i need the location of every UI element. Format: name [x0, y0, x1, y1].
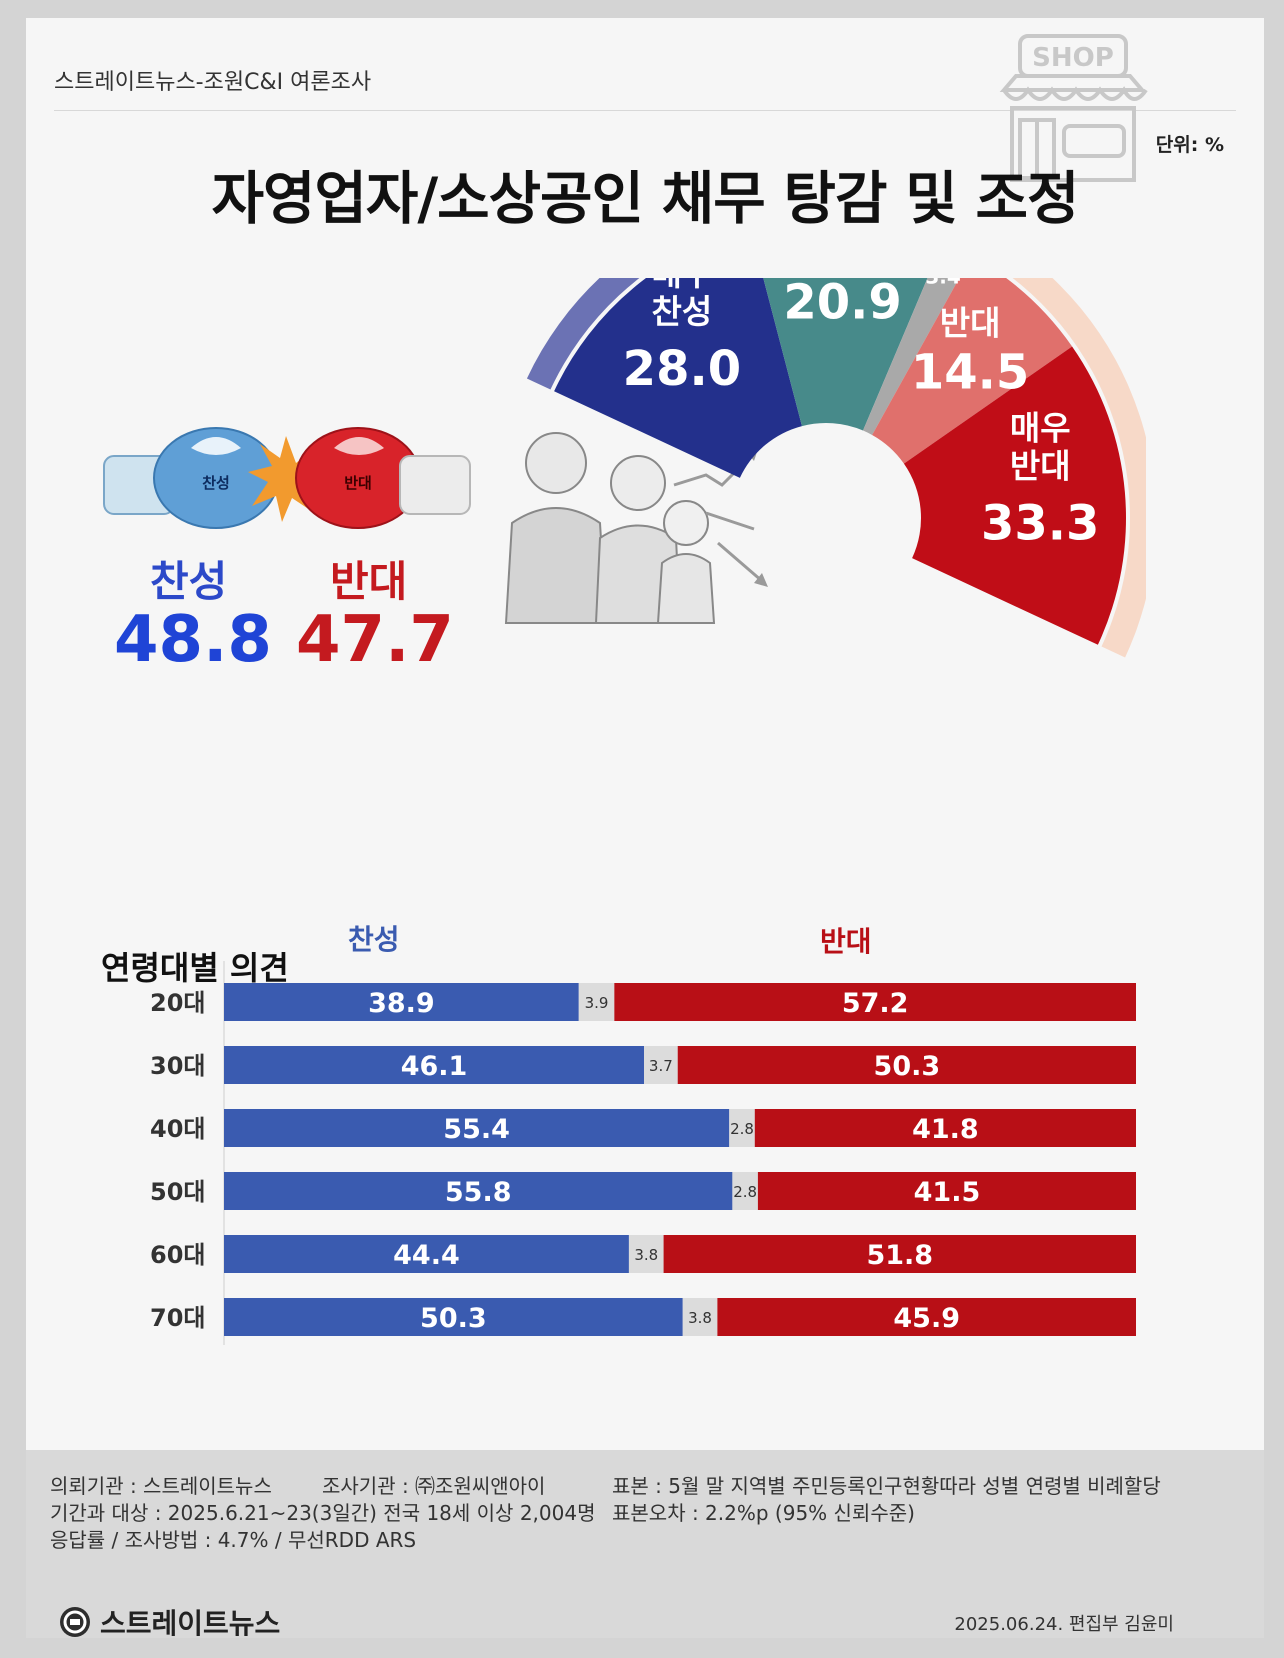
bar-value-oppose: 41.8: [912, 1114, 979, 1145]
bar-value-unknown: 3.8: [634, 1246, 658, 1264]
bar-category-label: 60대: [150, 1241, 205, 1269]
donut-label-strong-approve: 매우: [652, 278, 713, 293]
oppose-group-arc: [1012, 278, 1146, 658]
footer-error: 표본오차 : 2.2%p (95% 신뢰수준): [612, 1501, 915, 1525]
bar-segment-oppose: [717, 1298, 1136, 1336]
bar-category-label: 30대: [150, 1052, 205, 1080]
survey-footer: 의뢰기관 : 스트레이트뉴스 조사기관 : ㈜조원씨앤아이 표본 : 5월 말 …: [26, 1450, 1264, 1640]
bar-value-oppose: 50.3: [874, 1051, 941, 1082]
header-divider: [54, 110, 1236, 111]
bar-category-label: 70대: [150, 1304, 205, 1332]
bar-category-label: 40대: [150, 1115, 205, 1143]
bar-value-unknown: 3.8: [688, 1309, 712, 1327]
approve-summary-value: 48.8: [114, 603, 272, 677]
boxing-gloves-illustration: 찬성 반대: [103, 427, 471, 529]
footer-period: 기간과 대상 : 2025.6.21~23(3일간) 전국 18세 이상 2,0…: [50, 1501, 596, 1525]
donut-slice-strong-approve: [554, 278, 802, 478]
bar-value-oppose: 45.9: [893, 1303, 960, 1334]
bar-segment-unknown: [628, 1235, 664, 1273]
bar-segment-approve: [224, 983, 579, 1021]
unit-label: 단위: %: [1155, 134, 1224, 156]
bar-segment-oppose: [663, 1235, 1136, 1273]
donut-label2-strong-oppose: 반대: [1010, 446, 1071, 485]
age-chart-approve-header: 찬성: [348, 923, 400, 956]
age-chart-oppose-header: 반대: [820, 925, 872, 958]
blue-glove-icon: 찬성: [103, 427, 279, 529]
bar-category-label: 20대: [150, 989, 205, 1017]
footer-client: 의뢰기관 : 스트레이트뉴스: [50, 1474, 272, 1498]
donut-label-oppose: 반대: [940, 303, 1001, 342]
donut-slice-approve: [763, 278, 928, 431]
survey-source: 스트레이트뉴스-조원C&I 여론조사: [54, 70, 372, 95]
footer-agency: 조사기관 : ㈜조원씨앤아이: [322, 1474, 546, 1498]
bar-value-approve: 44.4: [393, 1240, 460, 1271]
bar-value-unknown: 3.9: [585, 994, 609, 1012]
donut-label2-strong-approve: 찬성: [652, 292, 713, 331]
bar-segment-unknown: [682, 1298, 718, 1336]
donut-label-strong-oppose: 매우: [1010, 408, 1071, 447]
oppose-summary-value: 47.7: [296, 603, 454, 677]
infographic-card: 스트레이트뉴스-조원C&I 여론조사 SHOP 단위: % 자영업자/소상공인 …: [26, 18, 1264, 1640]
oppose-summary-label: 반대: [330, 557, 408, 606]
bar-segment-oppose: [614, 983, 1136, 1021]
bar-segment-unknown: [732, 1172, 758, 1210]
blue-glove-text: 찬성: [202, 474, 230, 492]
bar-segment-unknown: [644, 1046, 678, 1084]
bar-segment-oppose: [677, 1046, 1136, 1084]
bar-segment-approve: [224, 1298, 683, 1336]
bar-value-approve: 38.9: [368, 988, 435, 1019]
approve-summary-label: 찬성: [150, 557, 228, 606]
donut-value-strong-oppose: 33.3: [981, 495, 1099, 551]
bar-segment-approve: [224, 1046, 645, 1084]
bar-value-oppose: 51.8: [866, 1240, 933, 1271]
red-glove-icon: 반대: [295, 427, 471, 529]
bar-segment-approve: [224, 1235, 629, 1273]
donut-slice-strong-oppose: [903, 346, 1126, 645]
shop-icon-label: SHOP: [1032, 43, 1114, 73]
bar-segment-unknown: [729, 1109, 755, 1147]
bar-segment-approve: [224, 1172, 733, 1210]
straightnews-logo: 스트레이트뉴스: [58, 1602, 280, 1642]
bar-segment-approve: [224, 1109, 730, 1147]
age-chart-title: 연령대별 의견: [101, 949, 289, 987]
donut-value-unknown: 3.4: [925, 278, 960, 288]
approve-group-arc: [526, 278, 640, 390]
donut-value-approve: 20.9: [783, 278, 901, 331]
shop-icon: SHOP: [999, 34, 1148, 182]
bar-category-label: 50대: [150, 1178, 205, 1206]
donut-slice-oppose: [872, 278, 1073, 464]
publish-date: 2025.06.24. 편집부 김윤미: [954, 1614, 1174, 1635]
donut-slice-unknown: [863, 278, 960, 435]
logo-mark-icon: [60, 1607, 90, 1637]
donut-value-oppose: 14.5: [911, 344, 1029, 400]
bar-value-approve: 55.8: [445, 1177, 512, 1208]
family-illustration: [504, 432, 768, 624]
bar-value-oppose: 41.5: [914, 1177, 981, 1208]
donut-value-strong-approve: 28.0: [623, 341, 741, 397]
bar-value-unknown: 2.8: [730, 1120, 754, 1138]
red-glove-text: 반대: [344, 474, 372, 492]
age-stacked-bar-chart: 20대 38.9 3.9 57.2 30대 46.1 3.7 50.3 40대 55.4 2.8 41…: [150, 961, 1136, 1345]
bar-value-approve: 46.1: [401, 1051, 468, 1082]
bar-value-approve: 55.4: [443, 1114, 510, 1145]
main-title: 자영업자/소상공인 채무 탕감 및 조정: [211, 166, 1080, 232]
bar-value-unknown: 2.8: [733, 1183, 757, 1201]
bar-value-oppose: 57.2: [842, 988, 909, 1019]
bar-segment-oppose: [754, 1109, 1136, 1147]
bar-value-approve: 50.3: [420, 1303, 487, 1334]
footer-sample: 표본 : 5월 말 지역별 주민등록인구현황따라 성별 연령별 비례할당: [612, 1474, 1161, 1498]
bar-segment-unknown: [578, 983, 615, 1021]
bar-segment-oppose: [757, 1172, 1136, 1210]
footer-method: 응답률 / 조사방법 : 4.7% / 무선RDD ARS: [50, 1528, 417, 1552]
logo-text: 스트레이트뉴스: [100, 1607, 281, 1640]
bar-value-unknown: 3.7: [649, 1057, 673, 1075]
